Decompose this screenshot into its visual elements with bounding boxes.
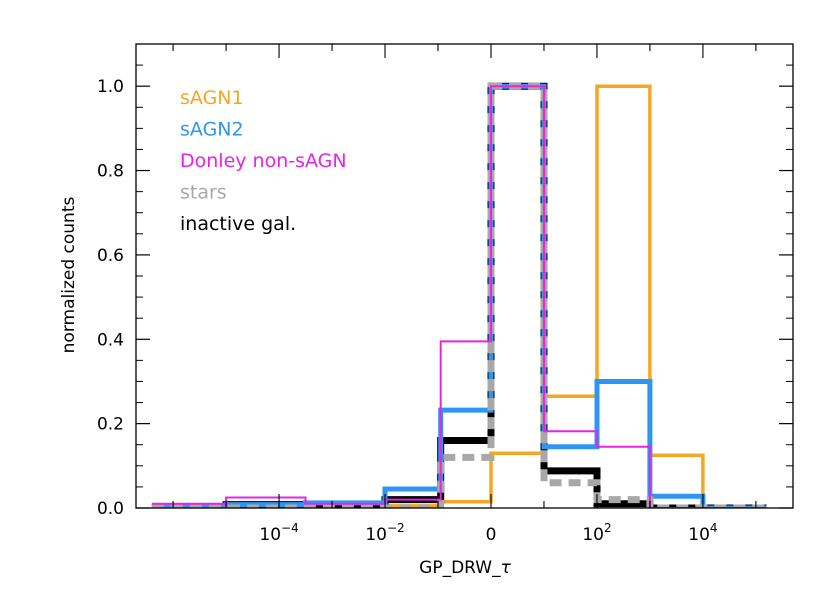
x-tick-label: 104 xyxy=(688,521,717,545)
y-tick-label: 0.6 xyxy=(97,246,124,266)
x-tick-label: 0 xyxy=(486,525,497,545)
legend: sAGN1 sAGN2 Donley non-sAGN stars inactive g… xyxy=(180,87,347,235)
y-tick-label: 0.4 xyxy=(97,330,124,350)
x-tick-label: 10−4 xyxy=(259,521,298,545)
series-donley-non-sagn xyxy=(151,85,767,508)
legend-entry: sAGN1 xyxy=(180,87,244,109)
x-axis-label: GP_DRW_τ xyxy=(419,558,511,578)
y-tick-label: 0.8 xyxy=(97,162,124,182)
y-tick-label: 0.2 xyxy=(97,415,124,435)
x-tick-label: 10−2 xyxy=(365,521,404,545)
y-axis-label: normalized counts xyxy=(59,197,79,354)
legend-entry: stars xyxy=(180,182,227,204)
legend-entry: inactive gal. xyxy=(180,213,296,235)
y-tick-label: 1.0 xyxy=(97,77,124,97)
legend-entry: sAGN2 xyxy=(180,119,244,141)
x-tick-label: 102 xyxy=(582,521,611,545)
y-tick-label: 0.0 xyxy=(97,499,124,519)
legend-entry: Donley non-sAGN xyxy=(180,150,347,172)
axes: 0.0 0.2 0.4 0.6 0.8 1.0 10−4 10−2 0 102 104 xyxy=(97,43,794,545)
